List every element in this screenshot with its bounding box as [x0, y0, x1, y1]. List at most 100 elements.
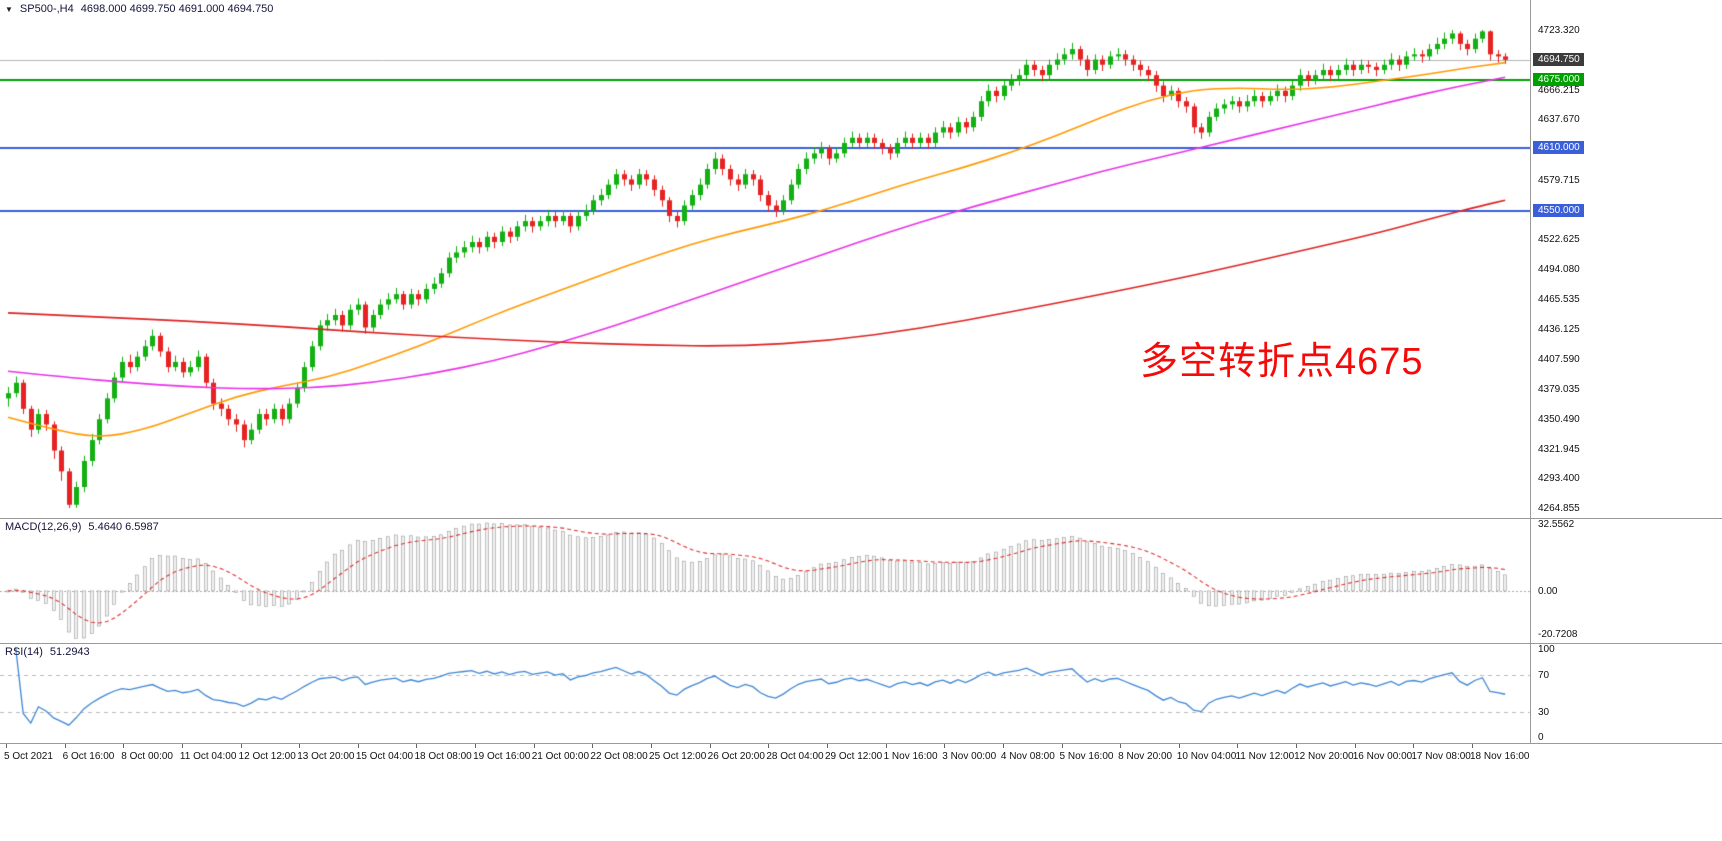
time-tick [1237, 744, 1239, 748]
rsi-value: 51.2943 [49, 646, 90, 658]
time-label: 6 Oct 16:00 [62, 751, 115, 762]
price-tick-label: 4321.945 [1538, 443, 1580, 455]
price-tick-label: 4637.670 [1538, 114, 1580, 126]
time-tick [651, 744, 653, 748]
macd-axis: 32.5562 0.00 -20.7208 [1531, 519, 1722, 643]
time-label: 11 Oct 04:00 [179, 751, 237, 762]
price-tick-label: 4522.625 [1538, 234, 1580, 246]
time-tick [1061, 744, 1063, 748]
time-tick [357, 744, 359, 748]
time-label: 8 Nov 20:00 [1118, 751, 1173, 762]
rsi-panel: RSI(14) 51.2943 100 70 30 0 [0, 644, 1722, 744]
time-label: 16 Nov 00:00 [1352, 751, 1413, 762]
rsi-axis-label: 0 [1538, 732, 1544, 743]
price-tick-label: 4666.215 [1538, 84, 1580, 96]
macd-axis-label: -20.7208 [1538, 629, 1578, 641]
time-label: 21 Oct 00:00 [531, 751, 590, 762]
time-tick [826, 744, 828, 748]
time-label: 12 Oct 12:00 [238, 751, 296, 762]
time-tick [592, 744, 594, 748]
price-tick-label: 4723.320 [1538, 25, 1580, 36]
price-chart-canvas[interactable] [0, 0, 1530, 518]
price-axis[interactable]: 4723.320 4666.215 4637.670 4579.715 4522.625… [1531, 0, 1722, 518]
macd-axis-label: 32.5562 [1538, 519, 1575, 530]
chart-dropdown-icon[interactable]: ▼ [5, 4, 13, 14]
chart-text-annotation[interactable]: 多空转折点4675 [1140, 341, 1424, 383]
time-tick [64, 744, 66, 748]
time-label: 4 Nov 08:00 [1000, 751, 1055, 762]
time-tick [123, 744, 125, 748]
time-tick [768, 744, 770, 748]
price-line-label: 4610.000 [1533, 141, 1584, 155]
time-label: 22 Oct 08:00 [590, 751, 648, 762]
time-label: 15 Oct 04:00 [355, 751, 414, 762]
time-axis[interactable]: 5 Oct 2021 6 Oct 16:00 8 Oct 00:00 11 Oct 0… [0, 744, 1722, 774]
rsi-axis-label: 70 [1538, 669, 1550, 681]
time-tick [709, 744, 711, 748]
time-tick [1178, 744, 1180, 748]
macd-title: MACD(12,26,9) [5, 521, 82, 533]
price-tick-label: 4465.535 [1538, 293, 1580, 305]
macd-canvas[interactable] [0, 519, 1530, 643]
rsi-axis-label: 30 [1538, 707, 1550, 719]
time-label: 1 Nov 16:00 [883, 751, 938, 762]
price-chart-panel: ▼ SP500-,H4 4698.000 4699.750 4691.000 4… [0, 0, 1722, 519]
price-tick-label: 4407.590 [1538, 354, 1580, 366]
time-tick [299, 744, 301, 748]
price-tick-label: 4579.715 [1538, 174, 1580, 186]
axis-separator [1530, 0, 1531, 744]
time-label: 28 Oct 04:00 [766, 751, 824, 762]
time-tick [475, 744, 477, 748]
price-tick-label: 4293.400 [1538, 473, 1580, 485]
ohlc-values-label: 4698.000 4699.750 4691.000 4694.750 [80, 3, 274, 15]
time-tick [1120, 744, 1122, 748]
time-label: 11 Nov 12:00 [1235, 751, 1295, 762]
time-label: 18 Nov 16:00 [1470, 751, 1530, 762]
macd-values: 5.4640 6.5987 [88, 521, 159, 533]
rsi-title: RSI(14) [5, 646, 43, 658]
time-label: 29 Oct 12:00 [824, 751, 883, 762]
time-tick [1296, 744, 1298, 748]
time-label: 19 Oct 16:00 [473, 751, 531, 762]
time-tick [1413, 744, 1415, 748]
price-tick-label: 4379.035 [1538, 383, 1580, 395]
time-tick [1354, 744, 1356, 748]
time-label: 10 Nov 04:00 [1176, 751, 1237, 762]
time-tick [240, 744, 242, 748]
time-tick [181, 744, 183, 748]
time-label: 25 Oct 12:00 [649, 751, 707, 762]
time-tick [1472, 744, 1473, 748]
symbol-timeframe-label: SP500-,H4 [19, 3, 74, 15]
time-label: 8 Oct 00:00 [121, 751, 173, 762]
rsi-axis-label: 100 [1538, 644, 1555, 655]
price-line-label: 4550.000 [1533, 203, 1584, 217]
time-tick [6, 744, 7, 748]
price-tick-label: 4494.080 [1538, 264, 1580, 276]
time-tick [944, 744, 946, 748]
price-line-label: 4675.000 [1533, 73, 1584, 87]
price-tick-label: 4436.125 [1538, 324, 1580, 336]
time-label: 5 Oct 2021 [4, 751, 53, 762]
time-tick [885, 744, 887, 748]
time-label: 12 Nov 20:00 [1294, 751, 1354, 762]
time-label: 5 Nov 16:00 [1059, 751, 1114, 762]
rsi-canvas[interactable] [0, 644, 1530, 743]
time-label: 17 Nov 08:00 [1411, 751, 1471, 762]
time-tick [533, 744, 535, 748]
rsi-header: RSI(14) 51.2943 [5, 646, 90, 658]
macd-axis-label: 0.00 [1538, 585, 1558, 597]
price-tick-label: 4264.855 [1538, 503, 1580, 515]
time-label: 18 Oct 08:00 [414, 751, 472, 762]
macd-header: MACD(12,26,9) 5.4640 6.5987 [5, 521, 159, 533]
price-tick-label: 4350.490 [1538, 413, 1580, 425]
time-label: 3 Nov 00:00 [942, 751, 997, 762]
time-tick [416, 744, 418, 748]
macd-panel: MACD(12,26,9) 5.4640 6.5987 32.5562 0.00 -… [0, 519, 1722, 644]
chart-header: ▼ SP500-,H4 4698.000 4699.750 4691.000 4… [5, 3, 273, 15]
price-line-label: 4694.750 [1533, 52, 1584, 66]
time-tick [1002, 744, 1004, 748]
rsi-axis: 100 70 30 0 [1531, 644, 1722, 743]
time-label: 13 Oct 20:00 [297, 751, 355, 762]
time-label: 26 Oct 20:00 [707, 751, 765, 762]
